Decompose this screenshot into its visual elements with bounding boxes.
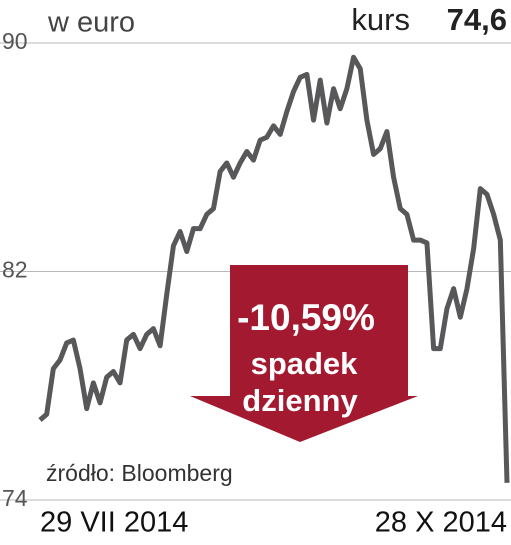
x-tick-label: 28 X 2014 bbox=[375, 507, 507, 539]
annotation: -10,59% spadek dzienny bbox=[190, 265, 418, 442]
annotation-text: dzienny bbox=[242, 383, 358, 418]
plot bbox=[38, 54, 510, 483]
chart-title: w euro bbox=[47, 7, 135, 39]
annotation-text: -10,59% bbox=[237, 297, 375, 338]
y-tick-label: 74 bbox=[2, 485, 28, 511]
arrow-shape bbox=[190, 265, 418, 442]
x-tick-label: 29 VII 2014 bbox=[40, 507, 188, 539]
y-tick-label: 90 bbox=[2, 28, 28, 54]
y-tick-label: 82 bbox=[2, 257, 28, 283]
current-label: kurs bbox=[351, 2, 410, 37]
price-line bbox=[38, 54, 510, 483]
annotation-text: spadek bbox=[251, 346, 359, 381]
source: źródło: Bloomberg bbox=[46, 460, 233, 486]
current-value: 74,6 bbox=[447, 2, 507, 37]
